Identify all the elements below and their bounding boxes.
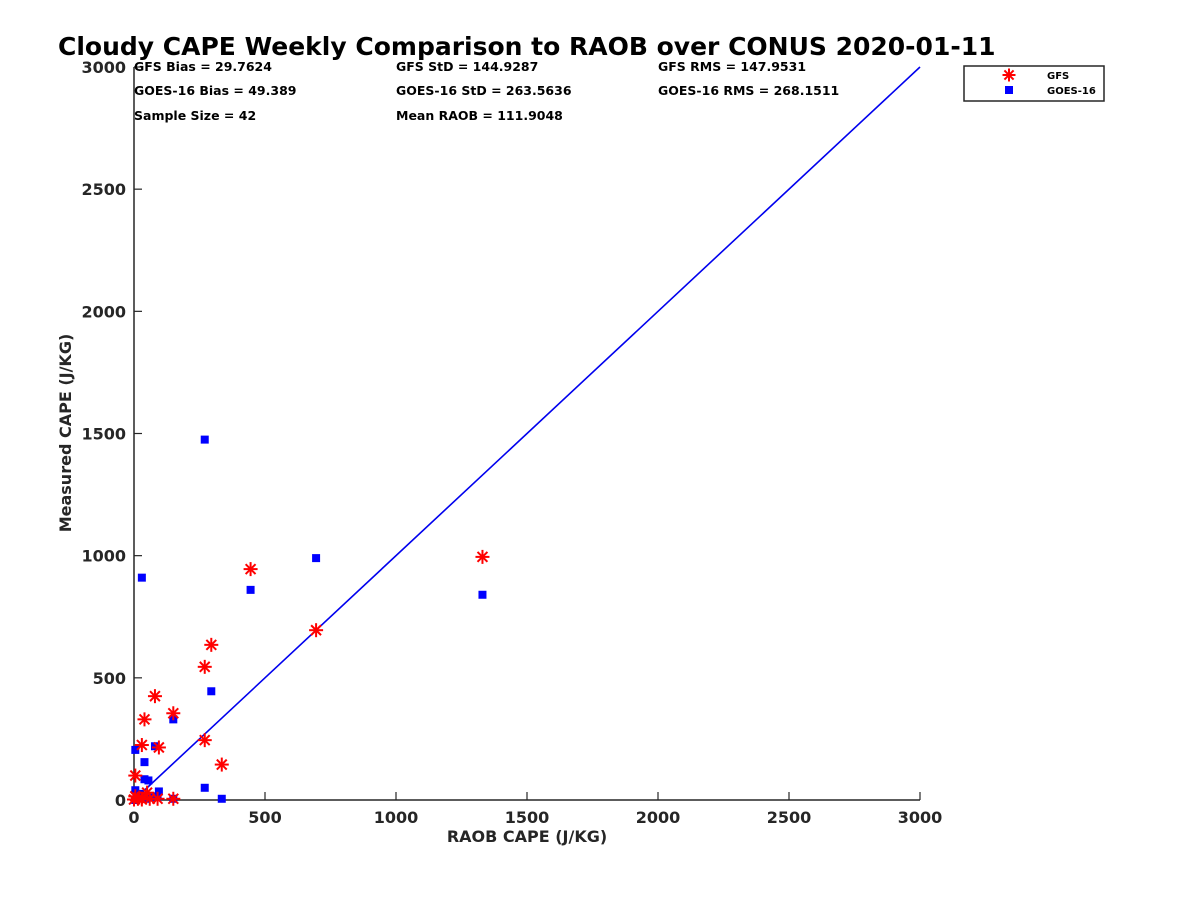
gfs-point bbox=[197, 659, 212, 674]
x-tick-label: 2000 bbox=[636, 808, 681, 827]
stat-gfs-bias: GFS Bias = 29.7624 bbox=[134, 59, 272, 74]
gfs-point bbox=[147, 689, 162, 704]
legend-goes16-label: GOES-16 bbox=[1047, 86, 1096, 97]
goes16-point bbox=[312, 554, 321, 563]
y-tick-label: 3000 bbox=[81, 58, 126, 77]
x-tick-label: 0 bbox=[128, 808, 139, 827]
gfs-point bbox=[166, 706, 181, 721]
y-axis-label: Measured CAPE (J/KG) bbox=[56, 334, 75, 533]
gfs-point bbox=[197, 733, 212, 748]
x-tick-label: 2500 bbox=[767, 808, 812, 827]
gfs-point bbox=[137, 712, 152, 727]
gfs-point bbox=[309, 623, 324, 638]
goes16-point bbox=[246, 585, 255, 594]
goes16-point bbox=[478, 590, 487, 599]
chart-title: Cloudy CAPE Weekly Comparison to RAOB ov… bbox=[58, 32, 996, 61]
y-tick-label: 0 bbox=[115, 791, 126, 810]
gfs-point bbox=[475, 549, 490, 564]
y-tick-label: 2000 bbox=[81, 302, 126, 321]
y-tick-label: 1000 bbox=[81, 547, 126, 566]
y-tick-label: 500 bbox=[93, 669, 126, 688]
goes16-point bbox=[207, 687, 216, 696]
legend-gfs-label: GFS bbox=[1047, 71, 1069, 82]
stat-goes16-rms: GOES-16 RMS = 268.1511 bbox=[658, 83, 839, 98]
goes16-point bbox=[150, 742, 159, 751]
stat-gfs-rms: GFS RMS = 147.9531 bbox=[658, 59, 806, 74]
goes16-point bbox=[200, 783, 209, 792]
legend-gfs-marker bbox=[1002, 68, 1016, 82]
goes16-point bbox=[154, 787, 163, 796]
x-tick-label: 1000 bbox=[374, 808, 419, 827]
goes16-point bbox=[131, 745, 140, 754]
gfs-point bbox=[151, 740, 166, 755]
stat-gfs-std: GFS StD = 144.9287 bbox=[396, 59, 538, 74]
legend-box bbox=[963, 65, 1105, 102]
x-tick-label: 3000 bbox=[898, 808, 943, 827]
gfs-point bbox=[150, 791, 165, 806]
gfs-point bbox=[134, 738, 149, 753]
goes16-point bbox=[137, 573, 146, 582]
goes16-point bbox=[217, 794, 226, 803]
legend-gfs-asterisk bbox=[1002, 68, 1016, 82]
stat-sample-size: Sample Size = 42 bbox=[134, 108, 256, 123]
gfs-point bbox=[132, 790, 147, 805]
y-tick-label: 2500 bbox=[81, 180, 126, 199]
goes16-point bbox=[144, 776, 153, 785]
stat-mean-raob: Mean RAOB = 111.9048 bbox=[396, 108, 563, 123]
stat-goes16-bias: GOES-16 Bias = 49.389 bbox=[134, 83, 296, 98]
gfs-point bbox=[243, 562, 258, 577]
goes16-point bbox=[200, 435, 209, 444]
one-to-one-line bbox=[133, 66, 921, 801]
gfs-point bbox=[128, 768, 143, 783]
gfs-point bbox=[214, 757, 229, 772]
goes16-point bbox=[140, 758, 149, 767]
gfs-point bbox=[204, 637, 219, 652]
x-tick-label: 1500 bbox=[505, 808, 550, 827]
gfs-point bbox=[166, 791, 181, 806]
x-axis-label: RAOB CAPE (J/KG) bbox=[447, 827, 607, 846]
stat-goes16-std: GOES-16 StD = 263.5636 bbox=[396, 83, 572, 98]
legend: GFS GOES-16 bbox=[963, 65, 1105, 102]
legend-goes16-marker bbox=[1005, 86, 1013, 94]
y-tick-label: 1500 bbox=[81, 425, 126, 444]
x-tick-label: 500 bbox=[248, 808, 281, 827]
